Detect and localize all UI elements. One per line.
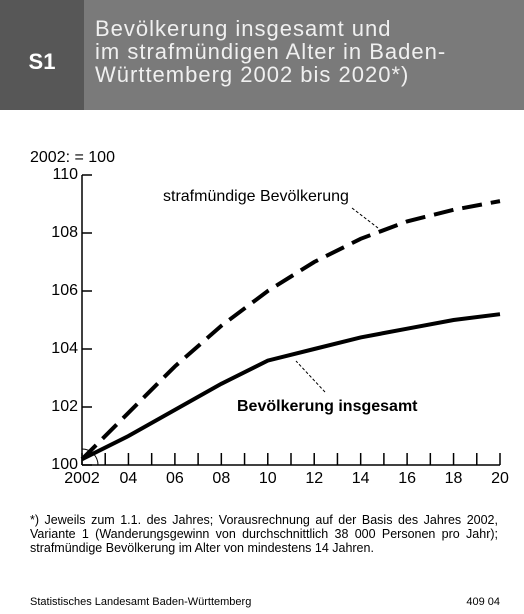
leader-line <box>351 207 379 229</box>
title-line: Bevölkerung insgesamt und <box>95 16 392 41</box>
x-tick-label: 20 <box>491 470 509 487</box>
badge: S1 <box>29 49 56 74</box>
leader-line <box>295 360 326 393</box>
x-tick-label: 18 <box>445 470 463 487</box>
x-tick-label: 08 <box>212 470 230 487</box>
x-tick-label: 04 <box>120 470 138 487</box>
x-tick-label: 14 <box>352 470 370 487</box>
y-tick-label: 102 <box>51 398 78 415</box>
chart: S1 Bevölkerung insgesamt und im strafmün… <box>0 0 524 487</box>
y-axis-label: 2002: = 100 <box>30 149 115 166</box>
series-label: strafmündige Bevölkerung <box>163 188 349 205</box>
title-line: Württemberg 2002 bis 2020*) <box>95 62 409 87</box>
x-tick-label: 12 <box>305 470 323 487</box>
y-tick-label: 110 <box>52 166 78 183</box>
x-tick-label: 16 <box>398 470 416 487</box>
x-tick-label: 06 <box>166 470 184 487</box>
x-tick-label: 2002 <box>64 470 100 487</box>
footnote: *) Jeweils zum 1.1. des Jahres; Vorausre… <box>30 513 498 555</box>
title-line: im strafmündigen Alter in Baden- <box>95 39 446 64</box>
badge-box <box>0 0 84 110</box>
y-tick-label: 100 <box>51 456 78 473</box>
y-tick-label: 104 <box>51 340 78 357</box>
series-line <box>80 199 501 461</box>
y-tick-label: 106 <box>51 282 78 299</box>
source: Statistisches Landesamt Baden-Württember… <box>30 596 252 608</box>
header-band <box>0 0 524 110</box>
x-tick-label: 10 <box>259 470 277 487</box>
series-label: Bevölkerung insgesamt <box>237 398 418 415</box>
y-tick-label: 108 <box>51 224 78 241</box>
series-line <box>81 312 501 461</box>
code: 409 04 <box>466 596 500 608</box>
